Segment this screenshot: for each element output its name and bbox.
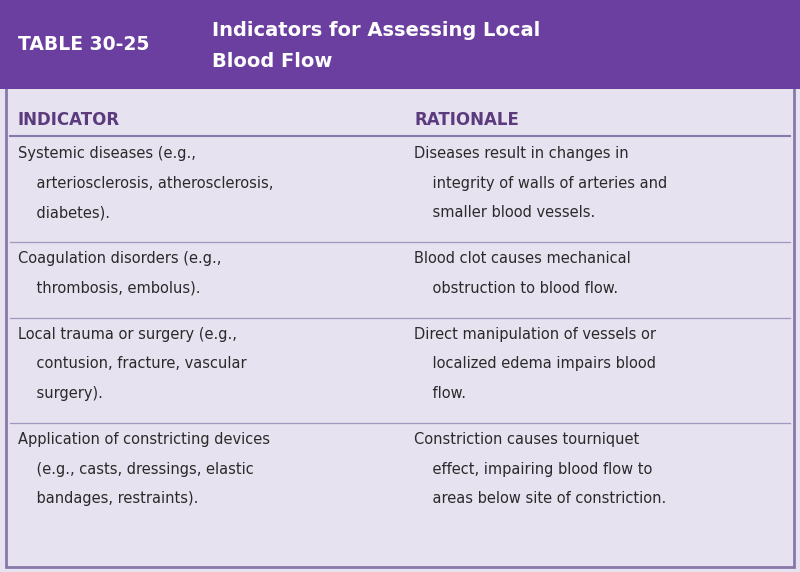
Text: Local trauma or surgery (e.g.,: Local trauma or surgery (e.g., [18, 327, 237, 341]
Text: Constriction causes tourniquet: Constriction causes tourniquet [414, 432, 640, 447]
Bar [0, 0, 800, 89]
Text: Diseases result in changes in: Diseases result in changes in [414, 146, 629, 161]
Text: arteriosclerosis, atherosclerosis,: arteriosclerosis, atherosclerosis, [18, 176, 273, 190]
Text: bandages, restraints).: bandages, restraints). [18, 491, 198, 506]
Text: flow.: flow. [414, 386, 466, 401]
Text: INDICATOR: INDICATOR [18, 111, 120, 129]
Text: integrity of walls of arteries and: integrity of walls of arteries and [414, 176, 668, 190]
Text: contusion, fracture, vascular: contusion, fracture, vascular [18, 356, 246, 371]
Text: diabetes).: diabetes). [18, 205, 110, 220]
Text: Blood Flow: Blood Flow [212, 52, 332, 71]
Text: Coagulation disorders (e.g.,: Coagulation disorders (e.g., [18, 251, 221, 266]
Text: areas below site of constriction.: areas below site of constriction. [414, 491, 666, 506]
Text: RATIONALE: RATIONALE [414, 111, 519, 129]
Text: Indicators for Assessing Local: Indicators for Assessing Local [212, 21, 540, 39]
Text: effect, impairing blood flow to: effect, impairing blood flow to [414, 462, 653, 476]
Text: localized edema impairs blood: localized edema impairs blood [414, 356, 657, 371]
Text: Systemic diseases (e.g.,: Systemic diseases (e.g., [18, 146, 195, 161]
Text: Application of constricting devices: Application of constricting devices [18, 432, 270, 447]
Text: (e.g., casts, dressings, elastic: (e.g., casts, dressings, elastic [18, 462, 254, 476]
Text: Direct manipulation of vessels or: Direct manipulation of vessels or [414, 327, 657, 341]
Text: surgery).: surgery). [18, 386, 102, 401]
Text: TABLE 30-25: TABLE 30-25 [18, 35, 149, 54]
Text: obstruction to blood flow.: obstruction to blood flow. [414, 281, 618, 296]
Text: Blood clot causes mechanical: Blood clot causes mechanical [414, 251, 631, 266]
Text: thrombosis, embolus).: thrombosis, embolus). [18, 281, 200, 296]
Text: smaller blood vessels.: smaller blood vessels. [414, 205, 596, 220]
